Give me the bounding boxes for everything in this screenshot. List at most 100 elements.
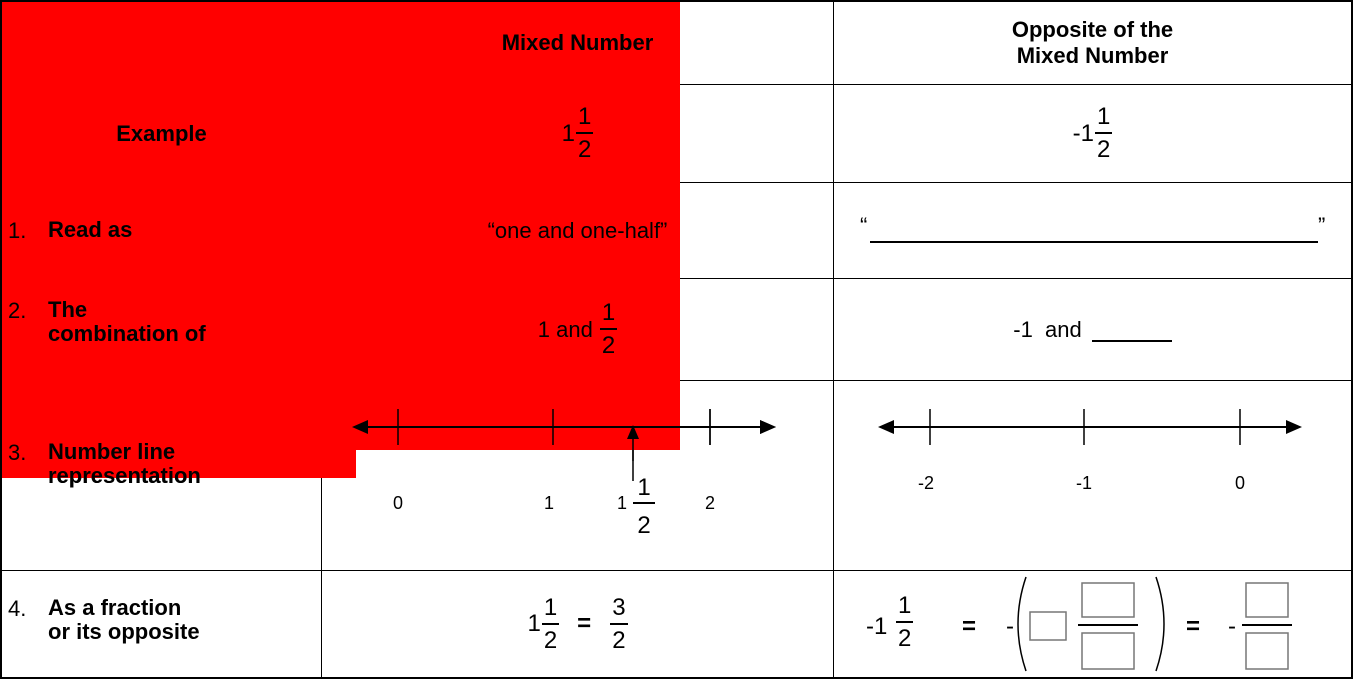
row-number: 4. [8, 596, 27, 621]
grid-border-bottom [0, 677, 1353, 679]
tick-label: 1 [544, 493, 554, 513]
numerator: 1 [896, 594, 914, 623]
tick-label: 2 [705, 493, 715, 513]
mixed-whole: 1 [561, 119, 575, 147]
read-as-text: “one and one-half” [487, 217, 668, 243]
red-redaction-block [2, 2, 680, 450]
numerator: 1 [541, 595, 560, 625]
opposite-whole: -1 [1072, 119, 1094, 147]
axis-arrow-right [760, 420, 776, 434]
numerator: 3 [610, 595, 628, 625]
left-paren [1017, 576, 1027, 672]
equals-sign: = [1186, 613, 1201, 640]
header-opposite-line1: Opposite of the [1011, 17, 1174, 42]
row-label-text: As a fraction or its opposite [48, 596, 200, 644]
row-label-text: Number line representation [48, 440, 201, 488]
combination-prefix: -1 and [1013, 316, 1082, 342]
header-opposite-line2: Mixed Number [1016, 43, 1169, 68]
opposite-number-line: -2 -1 0 [878, 409, 1302, 493]
example-label-overlay: Example [2, 85, 321, 182]
row4-label: 4. As a fraction or its opposite [8, 596, 308, 656]
label-line2: or its opposite [48, 619, 200, 644]
numerator: 1 [1094, 105, 1113, 134]
row-number: 3. [8, 440, 27, 465]
row1-mixed-overlay: “one and one-half” [322, 183, 833, 278]
label-line1: Number line [48, 439, 176, 464]
combination-prefix: 1 and [537, 316, 593, 342]
tick-label: 0 [1235, 473, 1245, 493]
row1-opposite-answer-blank[interactable]: “ ” [834, 183, 1351, 278]
opposite-whole: -1 [866, 613, 888, 640]
minus-sign: - [1228, 613, 1236, 640]
minus-sign: - [1006, 613, 1014, 640]
tick-label: 0 [393, 493, 403, 513]
answer-blank[interactable] [1091, 318, 1172, 342]
parenthesized-expression [1017, 576, 1165, 672]
grid-border-left [0, 0, 2, 679]
denominator: 2 [898, 625, 912, 652]
answer-box-denominator [1081, 632, 1135, 670]
grid-border-top [0, 0, 1353, 2]
denominator: 2 [543, 626, 558, 654]
header-opposite: Opposite of the Mixed Number [834, 2, 1351, 84]
close-quote: ” [1318, 213, 1326, 238]
equals-sign: = [577, 610, 592, 637]
numerator: 1 [576, 105, 594, 134]
tick-label: -1 [1076, 473, 1092, 493]
marker-numerator: 1 [637, 474, 650, 501]
denominator: 2 [1096, 136, 1111, 163]
marker-denominator: 2 [637, 512, 650, 539]
row1-label-overlay: 1. Read as [8, 218, 308, 248]
open-quote: “ [860, 213, 868, 238]
red-redaction-block [2, 450, 356, 478]
axis-arrow-right [1286, 420, 1302, 434]
row-number: 1. [8, 218, 27, 243]
axis-arrow-left [352, 420, 368, 434]
answer-box-denominator [1245, 632, 1289, 670]
label-line1: The [48, 297, 88, 322]
header-text: Mixed Number [501, 30, 654, 55]
label-line2: representation [48, 463, 201, 488]
answer-box-numerator [1245, 582, 1289, 618]
row-label-text: The combination of [48, 298, 206, 346]
label-line1: As a fraction [48, 595, 182, 620]
example-text: Example [116, 120, 207, 146]
row2-opposite-combination: -1 and [834, 279, 1351, 380]
header-mixed-number-overlay: Mixed Number [322, 2, 833, 84]
answer-box-whole [1029, 611, 1067, 641]
mixed-number-line-overlay [352, 409, 776, 461]
axis-arrow-left [878, 420, 894, 434]
row-label-text: Read as [48, 217, 133, 242]
answer-box-numerator [1081, 582, 1135, 618]
denominator: 2 [601, 332, 616, 359]
denominator: 2 [612, 626, 626, 654]
row-number: 2. [8, 298, 27, 323]
tick-label: -2 [918, 473, 934, 493]
grid-row-divider [0, 570, 1353, 571]
grid-border-right [1351, 0, 1353, 679]
answer-line [870, 239, 1318, 243]
equals-sign: = [962, 613, 977, 640]
marker-whole: 1 [617, 493, 627, 513]
row2-label-overlay: 2. The combination of [8, 298, 308, 358]
right-paren [1155, 576, 1165, 672]
answer-fraction [1242, 582, 1292, 670]
marker-arrow-head [627, 425, 639, 439]
label-line2: combination of [48, 321, 206, 346]
grid-col-divider [833, 0, 834, 679]
mixed-whole: 1 [527, 610, 541, 637]
numerator: 1 [599, 301, 618, 330]
denominator: 2 [578, 136, 592, 163]
